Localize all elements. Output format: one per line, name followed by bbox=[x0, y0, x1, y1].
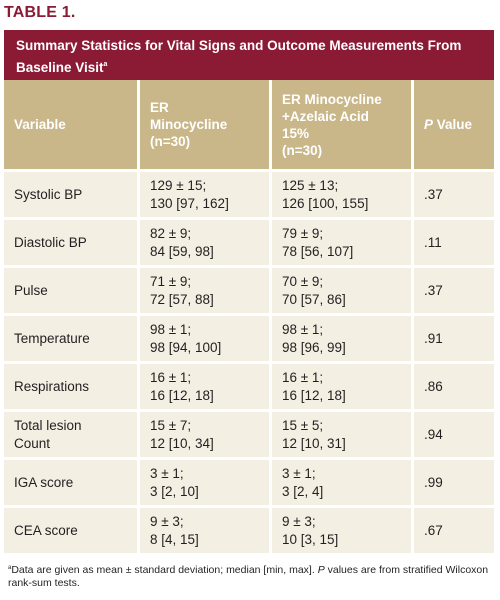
table-row: Pulse 71 ± 9; 72 [57, 88] 70 ± 9; 70 [57, … bbox=[4, 265, 494, 313]
cell-p-value: .37 bbox=[411, 169, 494, 217]
cell-variable: Pulse bbox=[4, 265, 137, 313]
cell-variable: IGA score bbox=[4, 457, 137, 505]
cell-er-minocycline: 3 ± 1; 3 [2, 10] bbox=[137, 457, 269, 505]
cell-p-value: .99 bbox=[411, 457, 494, 505]
cell-combination: 3 ± 1; 3 [2, 4] bbox=[269, 457, 411, 505]
cell-er-minocycline: 9 ± 3; 8 [4, 15] bbox=[137, 505, 269, 553]
cell-combination: 16 ± 1; 16 [12, 18] bbox=[269, 361, 411, 409]
table-row: IGA score 3 ± 1; 3 [2, 10] 3 ± 1; 3 [2, 4]… bbox=[4, 457, 494, 505]
cell-combination: 125 ± 13; 126 [100, 155] bbox=[269, 169, 411, 217]
cell-variable: Respirations bbox=[4, 361, 137, 409]
cell-er-minocycline: 129 ± 15; 130 [97, 162] bbox=[137, 169, 269, 217]
cell-combination: 79 ± 9; 78 [56, 107] bbox=[269, 217, 411, 265]
cell-combination: 9 ± 3; 10 [3, 15] bbox=[269, 505, 411, 553]
cell-er-minocycline: 82 ± 9; 84 [59, 98] bbox=[137, 217, 269, 265]
cell-p-value: .67 bbox=[411, 505, 494, 553]
cell-variable: Diastolic BP bbox=[4, 217, 137, 265]
header-p-value: P Value bbox=[411, 80, 494, 169]
cell-p-value: .37 bbox=[411, 265, 494, 313]
table-row: Total lesion Count 15 ± 7; 12 [10, 34] 15 … bbox=[4, 409, 494, 457]
cell-p-value: .86 bbox=[411, 361, 494, 409]
summary-table-container: Summary Statistics for Vital Signs and O… bbox=[4, 30, 494, 553]
cell-er-minocycline: 98 ± 1; 98 [94, 100] bbox=[137, 313, 269, 361]
table-footnote: aData are given as mean ± standard devia… bbox=[8, 564, 489, 589]
header-variable: Variable bbox=[4, 80, 137, 169]
cell-variable: CEA score bbox=[4, 505, 137, 553]
cell-er-minocycline: 16 ± 1; 16 [12, 18] bbox=[137, 361, 269, 409]
table-row: CEA score 9 ± 3; 8 [4, 15] 9 ± 3; 10 [3, 1… bbox=[4, 505, 494, 553]
cell-combination: 98 ± 1; 98 [96, 99] bbox=[269, 313, 411, 361]
title-footnote-mark: a bbox=[103, 61, 108, 68]
cell-variable: Total lesion Count bbox=[4, 409, 137, 457]
summary-table: Variable ER Minocycline (n=30) ER Minocy… bbox=[4, 80, 494, 553]
cell-p-value: .94 bbox=[411, 409, 494, 457]
cell-p-value: .11 bbox=[411, 217, 494, 265]
cell-combination: 70 ± 9; 70 [57, 86] bbox=[269, 265, 411, 313]
header-er-minocycline-azelaic: ER Minocycline +Azelaic Acid 15% (n=30) bbox=[269, 80, 411, 169]
table-row: Systolic BP 129 ± 15; 130 [97, 162] 125 ±… bbox=[4, 169, 494, 217]
table-row: Respirations 16 ± 1; 16 [12, 18] 16 ± 1; 1… bbox=[4, 361, 494, 409]
table-row: Diastolic BP 82 ± 9; 84 [59, 98] 79 ± 9; 7… bbox=[4, 217, 494, 265]
table-label: TABLE 1. bbox=[4, 4, 76, 21]
cell-variable: Systolic BP bbox=[4, 169, 137, 217]
header-er-minocycline: ER Minocycline (n=30) bbox=[137, 80, 269, 169]
table-title-text: Summary Statistics for Vital Signs and O… bbox=[16, 38, 462, 75]
header-row: Variable ER Minocycline (n=30) ER Minocy… bbox=[4, 80, 494, 169]
cell-p-value: .91 bbox=[411, 313, 494, 361]
table-row: Temperature 98 ± 1; 98 [94, 100] 98 ± 1; 9… bbox=[4, 313, 494, 361]
cell-er-minocycline: 71 ± 9; 72 [57, 88] bbox=[137, 265, 269, 313]
cell-er-minocycline: 15 ± 7; 12 [10, 34] bbox=[137, 409, 269, 457]
footnote-mark: a bbox=[8, 565, 12, 571]
cell-combination: 15 ± 5; 12 [10, 31] bbox=[269, 409, 411, 457]
cell-variable: Temperature bbox=[4, 313, 137, 361]
table-title: Summary Statistics for Vital Signs and O… bbox=[4, 30, 494, 80]
